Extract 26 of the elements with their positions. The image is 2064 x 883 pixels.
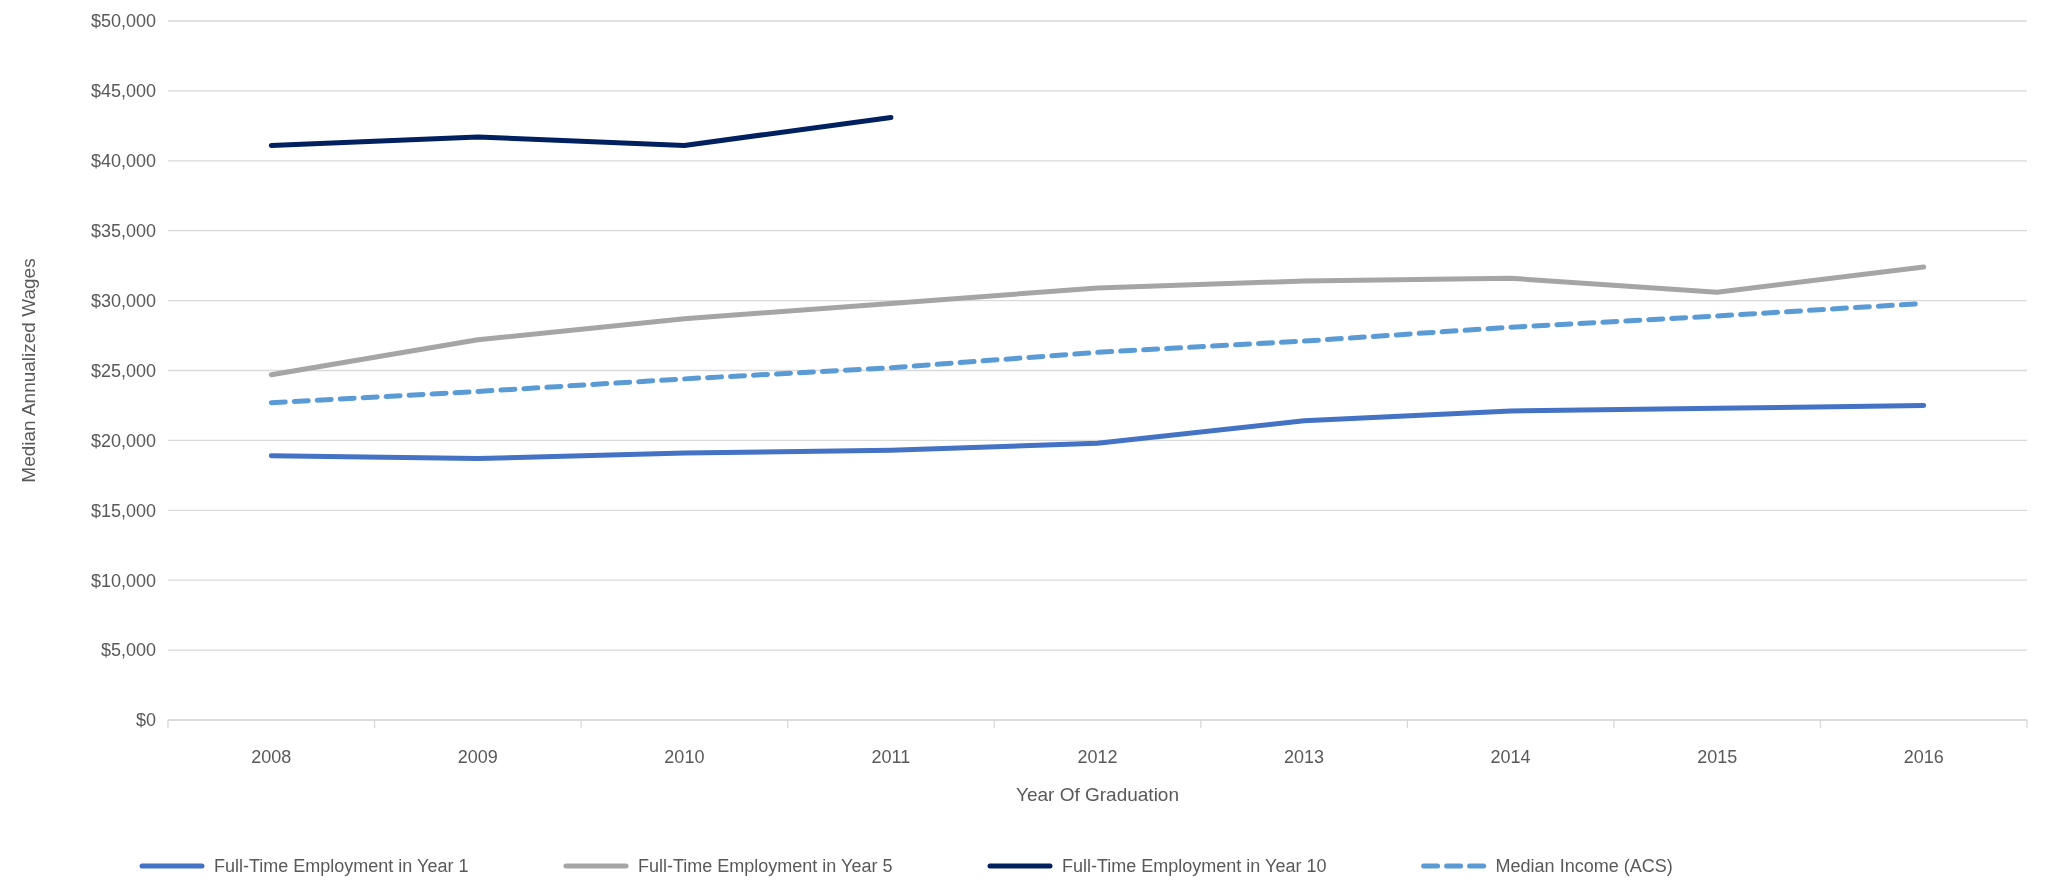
x-tick-label: 2011 — [871, 747, 911, 768]
y-tick-label: $30,000 — [90, 290, 156, 311]
y-tick-label: $50,000 — [90, 11, 156, 32]
legend-label: Full-Time Employment in Year 10 — [1062, 856, 1327, 877]
y-axis-title: Median Annualized Wages — [17, 258, 39, 483]
y-tick-label: $10,000 — [90, 570, 156, 591]
legend-label: Median Income (ACS) — [1495, 856, 1673, 877]
x-tick-label: 2014 — [1490, 747, 1531, 768]
y-tick-label: $45,000 — [90, 81, 156, 102]
x-tick-label: 2008 — [251, 747, 292, 768]
x-tick-label: 2012 — [1077, 747, 1118, 768]
y-tick-label: $0 — [135, 710, 156, 731]
x-tick-label: 2013 — [1284, 747, 1325, 768]
y-tick-label: $40,000 — [90, 151, 156, 172]
y-tick-label: $5,000 — [100, 640, 156, 661]
x-tick-label: 2009 — [457, 747, 498, 768]
legend-label: Full-Time Employment in Year 1 — [214, 856, 469, 877]
y-tick-label: $25,000 — [90, 360, 156, 381]
x-axis-title: Year Of Graduation — [1015, 783, 1180, 805]
x-tick-label: 2016 — [1903, 747, 1944, 768]
x-tick-label: 2010 — [664, 747, 705, 768]
legend-label: Full-Time Employment in Year 5 — [638, 856, 893, 877]
x-tick-label: 2015 — [1697, 747, 1738, 768]
y-tick-label: $20,000 — [90, 430, 156, 451]
y-tick-label: $15,000 — [90, 500, 156, 521]
y-tick-label: $35,000 — [90, 221, 156, 241]
